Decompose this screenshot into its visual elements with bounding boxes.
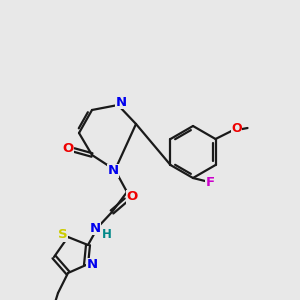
Text: H: H — [102, 229, 112, 242]
Text: N: N — [116, 95, 127, 109]
Text: N: N — [107, 164, 118, 178]
Text: O: O — [62, 142, 74, 155]
Text: S: S — [58, 229, 68, 242]
Text: O: O — [126, 190, 138, 203]
Text: F: F — [206, 176, 214, 190]
Text: O: O — [231, 122, 242, 136]
Text: N: N — [89, 221, 100, 235]
Text: N: N — [86, 259, 98, 272]
